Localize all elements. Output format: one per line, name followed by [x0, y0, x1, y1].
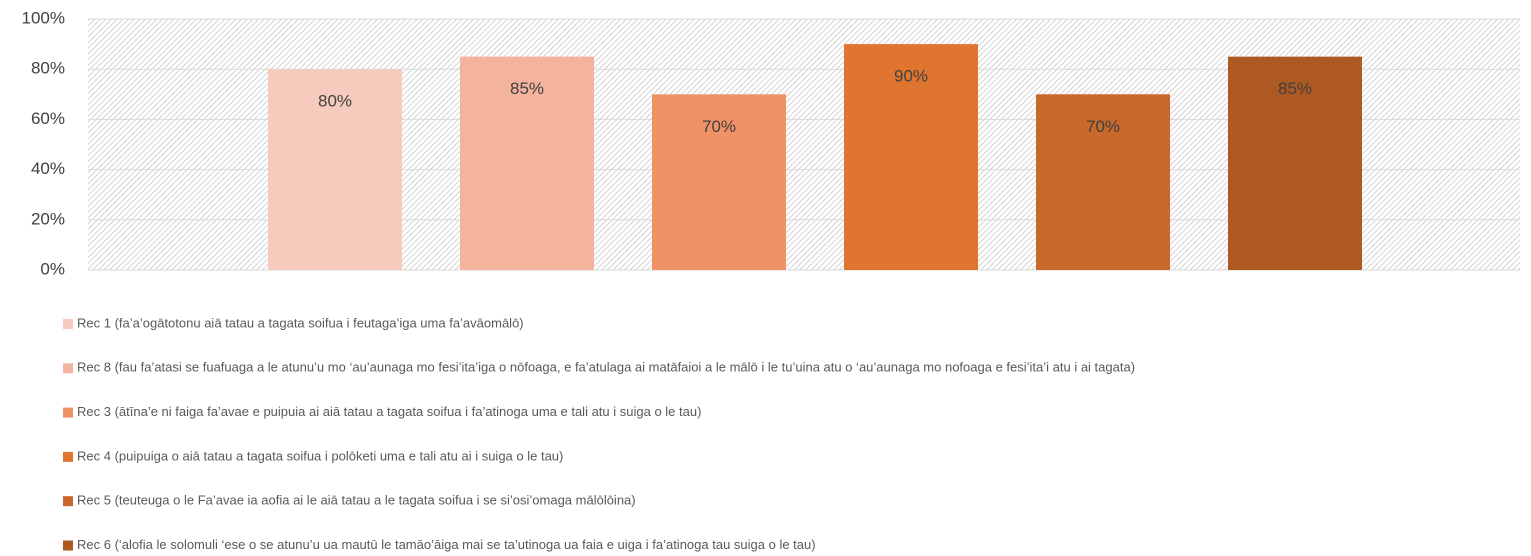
legend-swatch [63, 451, 73, 462]
bar [652, 94, 786, 270]
legend-label: Rec 3 (ātīna’e ni faiga fa’avae e puipui… [77, 404, 701, 419]
bar [460, 56, 594, 271]
y-tick-label: 20% [31, 209, 65, 228]
legend-swatch [63, 319, 73, 329]
legend-label: Rec 4 (puipuiga o aiā tatau a tagata soi… [77, 448, 563, 463]
y-tick-label: 80% [31, 59, 65, 78]
bar [1228, 56, 1362, 271]
bar [1036, 94, 1170, 270]
legend-swatch [63, 540, 73, 551]
legend-label: Rec 1 (fa’a’ogātotonu aiā tatau a tagata… [77, 315, 524, 330]
y-tick-label: 0% [40, 259, 65, 278]
legend-label: Rec 6 (‘alofia le solomuli ‘ese o se atu… [77, 537, 816, 552]
y-tick-label: 60% [31, 109, 65, 128]
y-tick-label: 100% [22, 8, 65, 27]
data-label: 70% [702, 117, 736, 136]
bar [268, 69, 402, 270]
data-label: 90% [894, 67, 928, 86]
data-label: 80% [318, 92, 352, 111]
data-label: 85% [510, 79, 544, 98]
legend-label: Rec 8 (fau fa’atasi se fuafuaga a le atu… [77, 360, 1135, 375]
y-tick-label: 40% [31, 159, 65, 178]
data-label: 70% [1086, 117, 1120, 136]
bar [844, 44, 978, 270]
legend-swatch [63, 407, 73, 418]
legend-label: Rec 5 (teuteuga o le Fa’avae ia aofia ai… [77, 493, 636, 508]
legend-swatch [63, 496, 73, 507]
data-label: 85% [1278, 79, 1312, 98]
legend-swatch [63, 363, 73, 374]
